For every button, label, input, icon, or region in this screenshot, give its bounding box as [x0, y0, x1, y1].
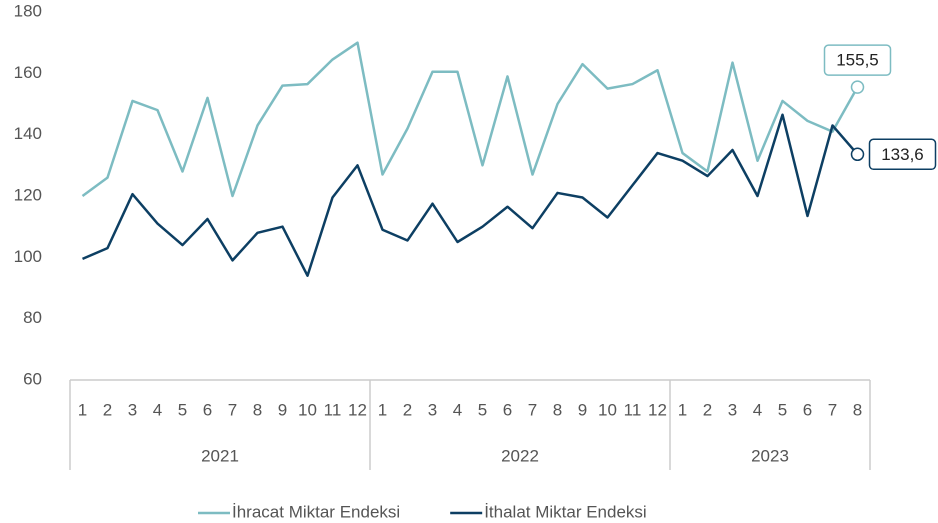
- point-marker: [850, 147, 865, 162]
- x-tick-label: 10: [298, 400, 317, 419]
- x-tick-label: 4: [753, 400, 762, 419]
- x-tick-label: 7: [828, 400, 837, 419]
- x-tick-label: 3: [428, 400, 437, 419]
- legend-label: İthalat Miktar Endeksi: [484, 502, 647, 521]
- x-tick-label: 7: [228, 400, 237, 419]
- x-group-label: 2023: [751, 446, 789, 465]
- x-tick-label: 11: [324, 400, 342, 419]
- x-tick-label: 4: [153, 400, 162, 419]
- series-line: [81, 41, 859, 198]
- x-tick-label: 9: [578, 400, 587, 419]
- y-tick-label: 180: [14, 1, 42, 20]
- x-tick-label: 1: [678, 400, 687, 419]
- y-tick-label: 80: [23, 308, 42, 327]
- x-tick-label: 6: [503, 400, 512, 419]
- x-tick-label: 3: [728, 400, 737, 419]
- x-tick-label: 11: [624, 400, 642, 419]
- x-tick-label: 6: [803, 400, 812, 419]
- x-tick-label: 2: [403, 400, 412, 419]
- y-tick-label: 160: [14, 63, 42, 82]
- x-tick-label: 8: [553, 400, 562, 419]
- x-tick-label: 1: [78, 400, 87, 419]
- x-tick-label: 2: [703, 400, 712, 419]
- x-tick-label: 7: [528, 400, 537, 419]
- y-tick-label: 120: [14, 185, 42, 204]
- x-tick-label: 5: [178, 400, 187, 419]
- value-label-box: [823, 44, 892, 76]
- x-tick-label: 4: [453, 400, 462, 419]
- series-line: [82, 113, 859, 277]
- x-tick-label: 3: [128, 400, 137, 419]
- x-tick-label: 10: [598, 400, 617, 419]
- value-label: 133,6: [881, 145, 924, 164]
- y-tick-label: 60: [23, 369, 42, 388]
- x-tick-label: 2: [103, 400, 112, 419]
- x-tick-label: 9: [278, 400, 287, 419]
- y-tick-label: 100: [14, 247, 42, 266]
- x-tick-label: 5: [478, 400, 487, 419]
- x-tick-label: 12: [648, 400, 667, 419]
- x-tick-label: 12: [348, 400, 367, 419]
- legend-label: İhracat Miktar Endeksi: [232, 502, 400, 521]
- x-group-label: 2022: [501, 446, 539, 465]
- x-tick-label: 5: [778, 400, 787, 419]
- x-tick-label: 8: [253, 400, 262, 419]
- y-tick-label: 140: [14, 124, 42, 143]
- point-marker: [850, 80, 865, 94]
- value-label: 155,5: [836, 51, 879, 70]
- x-tick-label: 8: [853, 400, 862, 419]
- x-group-label: 2021: [201, 446, 239, 465]
- value-label-box: [868, 138, 937, 171]
- x-tick-label: 1: [378, 400, 387, 419]
- x-tick-label: 6: [203, 400, 212, 419]
